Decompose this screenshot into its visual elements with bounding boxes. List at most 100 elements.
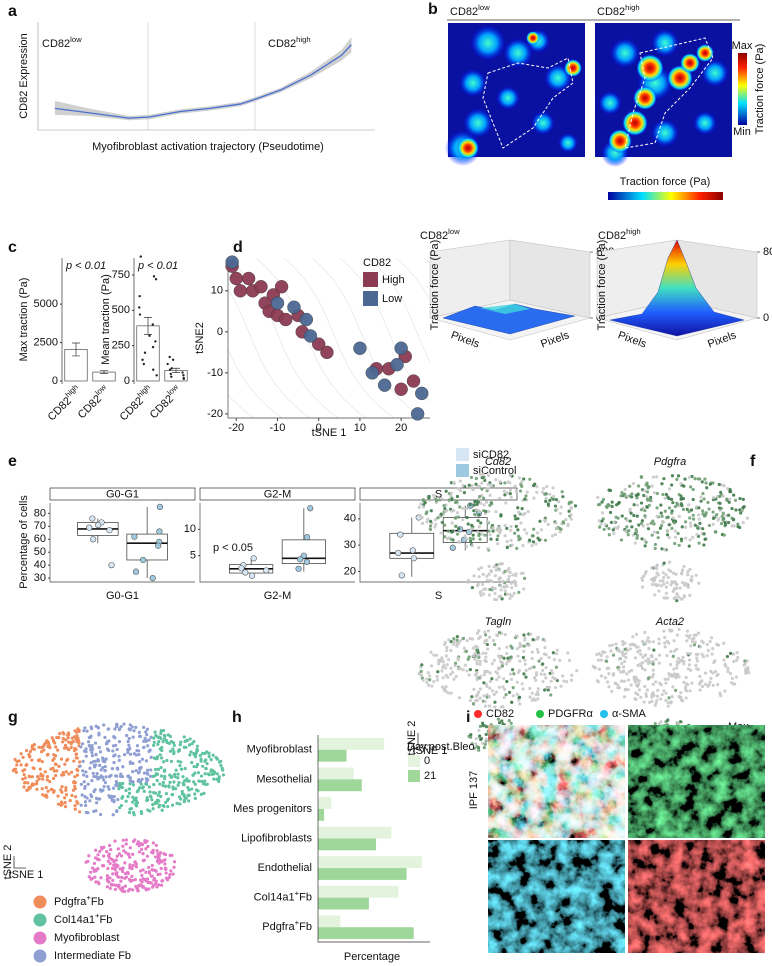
cell-dot [548, 671, 552, 675]
cell-dot [168, 773, 172, 777]
cell-dot [511, 694, 515, 698]
cell-dot [522, 587, 526, 591]
cell-dot [557, 500, 561, 504]
cell-dot [514, 583, 518, 588]
cell-dot [662, 689, 666, 693]
cell-dot [664, 585, 669, 589]
cell-dot [166, 804, 170, 809]
cell-dot [640, 661, 645, 665]
cell-dot [664, 591, 669, 595]
cell-dot [477, 575, 481, 579]
cell-dot [156, 852, 160, 856]
panel-letter: d [233, 239, 243, 256]
cell-dot [188, 737, 192, 741]
cell-dot [716, 518, 720, 522]
cell-dot [546, 522, 550, 527]
cell-dot [134, 725, 138, 729]
cell-dot [470, 695, 474, 699]
cell-dot [561, 674, 565, 678]
cell-dot [463, 663, 467, 667]
surface-title-text: CD82 [598, 230, 626, 242]
cell-dot [190, 760, 194, 765]
cell-dot [661, 492, 665, 497]
x-tick-label: -20 [228, 422, 244, 434]
cell-dot [183, 779, 187, 783]
cell-dot [179, 740, 183, 744]
cell-dot [46, 744, 50, 749]
error-bar [72, 342, 80, 357]
cell-dot [186, 799, 191, 803]
cell-dot [469, 539, 473, 543]
cell-dot [566, 651, 570, 655]
cell-dot [102, 845, 106, 849]
cell-dot [691, 513, 695, 517]
cell-dot [653, 593, 657, 597]
cell-dot [118, 781, 122, 786]
cell-dot [473, 512, 477, 517]
y-tick-label-sup: + [295, 918, 300, 927]
cell-dot [128, 846, 132, 850]
cell-dot [647, 646, 651, 651]
cell-dot [697, 541, 701, 545]
cell-dot [609, 649, 613, 653]
cell-dot [491, 526, 495, 530]
y-tick-label: 70 [34, 520, 46, 532]
cell-dot [687, 636, 691, 640]
cell-dot [170, 803, 175, 807]
data-point [152, 275, 156, 278]
cell-dot [474, 499, 478, 503]
cell-dot [643, 653, 647, 657]
cell-dot [132, 729, 136, 733]
cell-dot [456, 487, 461, 491]
cell-dot [121, 838, 125, 842]
cell-dot [494, 690, 499, 694]
cell-dot [617, 500, 621, 505]
data-point [149, 575, 156, 582]
cell-dot [717, 506, 722, 510]
cell-dot [639, 521, 644, 525]
cell-dot [445, 645, 449, 650]
legend-label-rest: Fb [91, 896, 104, 908]
cell-dot [105, 885, 109, 889]
cell-dot [685, 629, 690, 633]
cell-dot [667, 487, 672, 491]
cell-point [270, 296, 285, 310]
cell-dot [625, 518, 629, 523]
cell-dot [468, 667, 473, 672]
cell-dot [726, 670, 730, 674]
cell-dot [160, 756, 164, 760]
legend-swatch [33, 913, 47, 927]
cell-dot [163, 784, 168, 788]
cell-dot [610, 643, 615, 647]
cell-dot [487, 695, 492, 699]
cell-dot [698, 674, 702, 679]
cell-dot [680, 525, 684, 529]
cell-dot [651, 691, 655, 695]
cell-dot [708, 482, 712, 486]
cell-dot [543, 492, 547, 496]
cell-dot [543, 646, 547, 650]
cell-dot [171, 785, 175, 789]
cell-dot [456, 656, 460, 660]
cell-dot [434, 522, 438, 527]
box [281, 539, 326, 564]
cell-dot [522, 649, 526, 653]
force-surface [442, 303, 576, 335]
cell-dot [649, 495, 653, 500]
cell-dot [149, 735, 153, 739]
cell-dot [203, 772, 207, 776]
cell-dot [517, 476, 521, 480]
cell-dot [498, 480, 502, 484]
cell-dot [80, 793, 84, 797]
cell-dot [507, 574, 511, 579]
cell-dot [636, 692, 640, 697]
cell-dot [644, 694, 649, 698]
cell-dot [553, 685, 558, 690]
cell-dot [73, 807, 77, 811]
cell-dot [662, 596, 666, 600]
cell-dot [142, 789, 146, 793]
cell-dot [501, 722, 505, 726]
cell-dot [643, 684, 647, 689]
cell-dot [137, 771, 141, 775]
cell-dot [131, 863, 135, 868]
